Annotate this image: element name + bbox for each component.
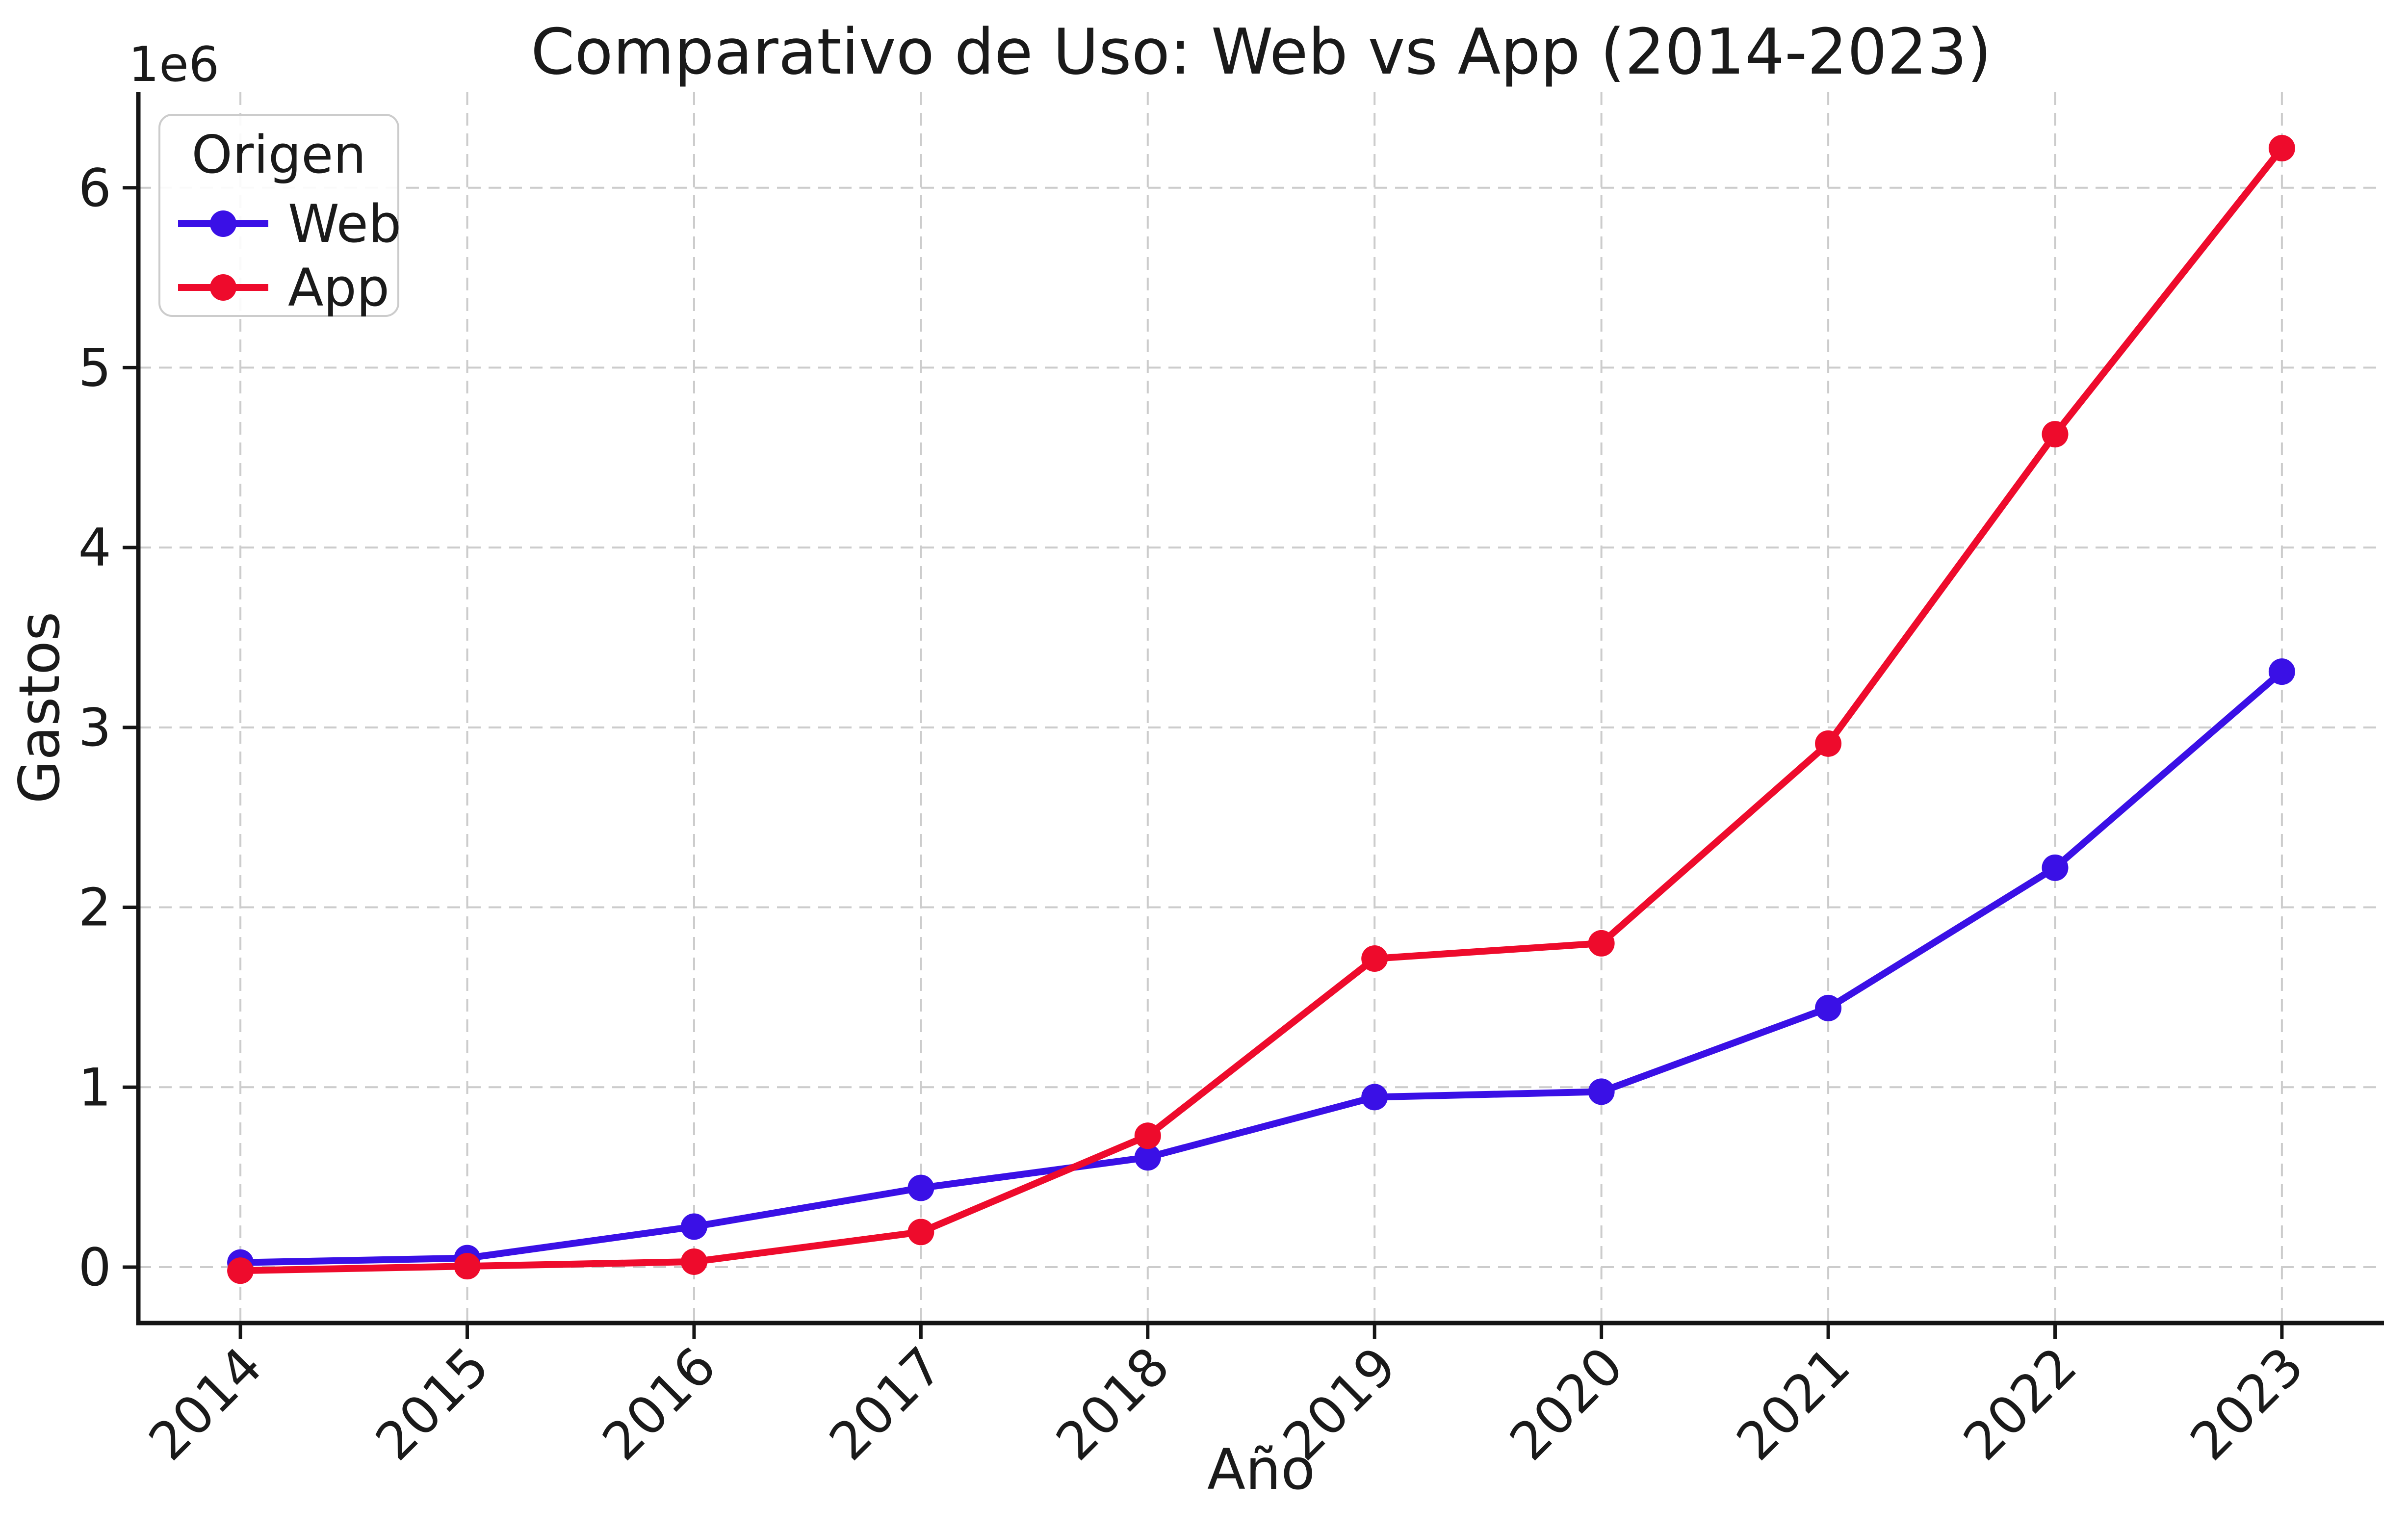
grid [138,92,2384,1323]
series-app-line [237,145,2285,1274]
series-app [227,135,2295,1284]
y-tick-label-4: 4 [78,518,111,578]
legend-box [158,114,399,317]
data-point-app-2023 [2268,135,2295,162]
legend-item-web: Web [178,194,401,254]
x-tick-label-2014: 2014 [137,1336,274,1472]
data-point-web-2019 [1361,1084,1388,1111]
data-point-app-2017 [907,1219,934,1246]
data-point-web-2018 [1134,1144,1161,1171]
data-point-web-2020 [1588,1078,1615,1105]
legend-item-app: App [178,258,389,318]
data-point-app-2018 [1134,1122,1161,1149]
data-point-app-2019 [1361,945,1388,972]
data-point-app-2015 [454,1253,481,1280]
x-axis-label: Año [1207,1437,1315,1502]
x-tick-label-2015: 2015 [364,1336,500,1472]
x-tick-label-2016: 2016 [591,1336,727,1472]
y-tick-label-6: 6 [78,158,111,218]
data-point-app-2022 [2042,421,2069,448]
data-point-app-2020 [1588,930,1615,957]
y-tick-label-5: 5 [78,338,111,398]
data-point-web-2016 [680,1213,707,1240]
legend-label-web: Web [288,194,401,254]
chart-title: Comparativo de Uso: Web vs App (2014-202… [531,16,1992,89]
x-tick-label-2017: 2017 [818,1336,954,1472]
x-tick-label-2018: 2018 [1045,1336,1181,1472]
x-tick-label-2020: 2020 [1499,1336,1635,1472]
legend-marker-app-icon [210,274,236,301]
data-point-web-2021 [1815,994,1842,1021]
data-point-app-2021 [1815,730,1842,757]
x-tick-label-2021: 2021 [1725,1336,1862,1472]
y-tick-label-3: 3 [78,698,111,758]
data-point-web-2017 [907,1174,934,1201]
y-tick-label-0: 0 [78,1237,111,1298]
data-point-app-2014 [227,1257,254,1284]
data-point-app-2016 [680,1248,707,1275]
data-point-web-2023 [2268,658,2295,685]
y-axis-offset-label: 1e6 [129,37,219,93]
legend-title: Origen [191,125,366,185]
x-tick-label-2022: 2022 [1952,1336,2088,1472]
legend-label-app: App [288,258,389,318]
x-tick-label-2023: 2023 [2179,1336,2315,1472]
data-point-web-2022 [2042,854,2069,881]
y-axis-label: Gastos [7,612,72,804]
y-tick-label-2: 2 [78,878,111,938]
legend-marker-web-icon [210,210,236,237]
series-web-line [237,668,2285,1266]
series-web [227,658,2295,1276]
y-tick-label-1: 1 [78,1057,111,1117]
